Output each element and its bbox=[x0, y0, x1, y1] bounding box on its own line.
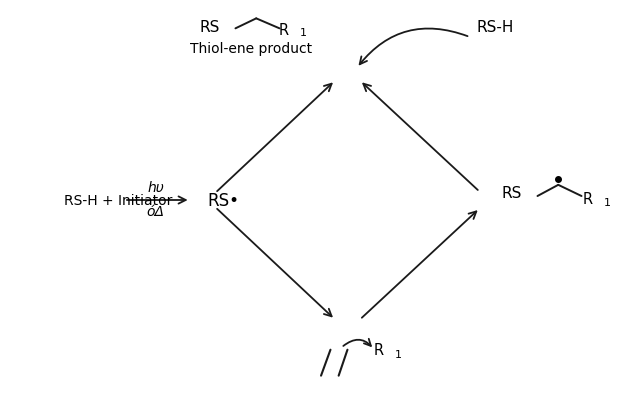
Text: RS-H: RS-H bbox=[477, 20, 514, 35]
Text: Thiol-ene product: Thiol-ene product bbox=[190, 42, 312, 56]
Text: 1: 1 bbox=[604, 198, 611, 207]
Text: R: R bbox=[583, 191, 593, 206]
Text: RS•: RS• bbox=[208, 192, 240, 209]
Text: R: R bbox=[278, 22, 288, 38]
Text: RS: RS bbox=[502, 186, 522, 201]
Text: 1: 1 bbox=[300, 28, 307, 38]
Text: R: R bbox=[374, 342, 384, 357]
Text: óΔ: óΔ bbox=[147, 205, 164, 219]
Text: RS: RS bbox=[200, 20, 220, 35]
Text: hυ: hυ bbox=[147, 181, 164, 195]
Text: 1: 1 bbox=[395, 349, 403, 359]
Text: RS-H + Initiator: RS-H + Initiator bbox=[64, 194, 173, 207]
